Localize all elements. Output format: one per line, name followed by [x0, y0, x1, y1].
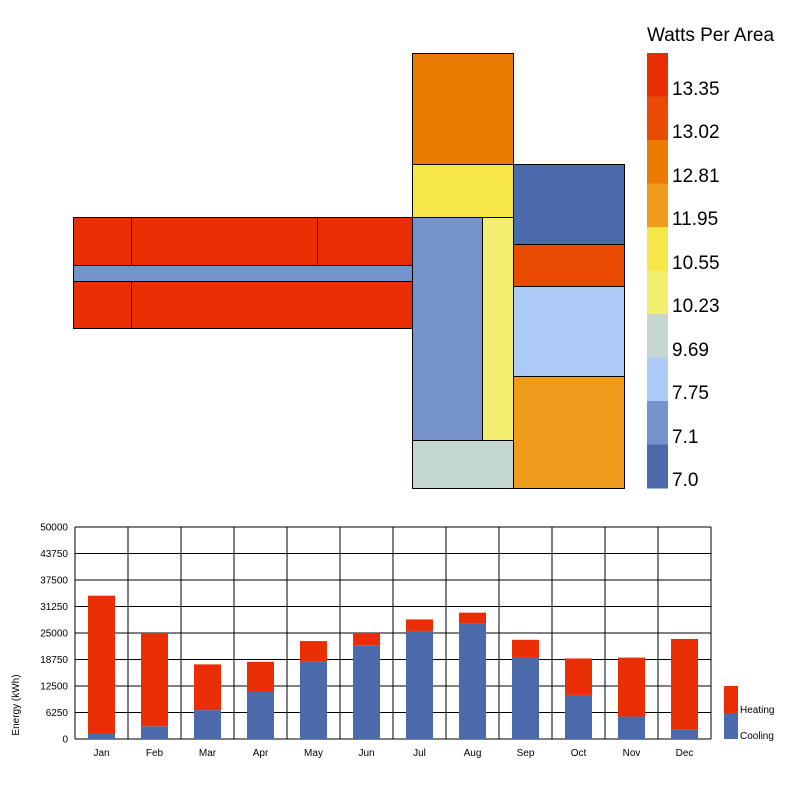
scale-swatch	[647, 183, 668, 228]
zone-top-center-room	[131, 217, 318, 266]
y-tick-label: 18750	[40, 655, 68, 666]
zone-south-lobby	[412, 440, 514, 489]
bar-cooling-jan	[88, 733, 115, 739]
bar-cooling-feb	[141, 726, 168, 739]
zone-east-north-room	[513, 164, 625, 245]
x-tick-label: Oct	[571, 748, 587, 759]
zone-central-strip	[482, 217, 514, 441]
y-tick-label: 31250	[40, 602, 68, 613]
scale-swatch	[647, 314, 668, 358]
y-tick-label: 0	[62, 735, 68, 746]
legend-label-heating: Heating	[740, 705, 774, 716]
y-tick-label: 12500	[40, 682, 68, 693]
y-tick-label: 43750	[40, 549, 68, 560]
bar-heating-may	[300, 641, 327, 662]
legend-swatch-cooling	[724, 713, 738, 739]
chart-grid	[74, 526, 712, 740]
y-tick-label: 50000	[40, 523, 68, 534]
zone-north-lobby	[412, 164, 514, 218]
bar-cooling-may	[300, 661, 327, 739]
zone-bottom-right-room	[131, 281, 413, 329]
zone-top-right-room	[317, 217, 413, 266]
bar-cooling-jun	[353, 645, 380, 739]
scale-swatch	[647, 96, 668, 141]
zone-east-middle-room	[513, 286, 625, 377]
scale-swatch	[647, 357, 668, 402]
chart-legend: Heating Cooling	[724, 686, 774, 742]
bar-heating-apr	[247, 661, 274, 692]
bar-heating-aug	[459, 612, 486, 624]
bar-cooling-sep	[512, 657, 539, 739]
bar-heating-feb	[141, 633, 168, 727]
bar-heating-jun	[353, 633, 380, 646]
y-axis-ticks: 0 6250 12500 18750 25000 31250 37500 43750 50000	[40, 523, 68, 746]
scale-swatch	[647, 401, 668, 445]
bar-cooling-apr	[247, 691, 274, 739]
x-tick-label: Sep	[517, 748, 535, 759]
bar-cooling-dec	[671, 729, 698, 739]
bar-heating-jul	[406, 619, 433, 631]
zone-east-strip-room	[513, 244, 625, 287]
legend-label-cooling: Cooling	[740, 731, 774, 742]
scale-swatch	[647, 270, 668, 315]
bar-cooling-aug	[459, 623, 486, 739]
x-tick-label: Aug	[464, 748, 482, 759]
scale-swatch	[647, 53, 668, 97]
x-axis-ticks: Jan Feb Mar Apr May Jun Jul Aug Sep Oct Nov Dec	[93, 748, 693, 759]
scale-swatch	[647, 444, 668, 489]
bar-heating-jan	[88, 595, 115, 734]
zone-corridor	[73, 265, 413, 282]
x-tick-label: Jul	[413, 748, 426, 759]
zone-north-room	[412, 53, 514, 165]
x-tick-label: Jun	[358, 748, 374, 759]
floor-plan-heatmap	[73, 53, 668, 489]
zone-bottom-left-room	[73, 281, 132, 329]
bar-heating-oct	[565, 658, 592, 695]
color-scale-bar	[647, 53, 668, 489]
bar-cooling-oct	[565, 694, 592, 739]
bar-cooling-jul	[406, 630, 433, 739]
x-tick-label: Jan	[93, 748, 109, 759]
x-tick-label: Mar	[199, 748, 217, 759]
x-tick-label: Nov	[623, 748, 641, 759]
y-axis-label: Energy (kWh)	[11, 674, 22, 735]
y-tick-label: 37500	[40, 576, 68, 587]
x-tick-label: Dec	[676, 748, 694, 759]
scale-swatch	[647, 140, 668, 184]
bar-heating-mar	[194, 664, 221, 711]
bar-heating-nov	[618, 657, 645, 717]
bar-heating-sep	[512, 639, 539, 658]
x-tick-label: Apr	[253, 748, 269, 759]
y-tick-label: 25000	[40, 629, 68, 640]
y-tick-label: 6250	[46, 708, 69, 719]
bar-heating-dec	[671, 638, 698, 730]
x-tick-label: Feb	[146, 748, 164, 759]
scale-swatch	[647, 227, 668, 271]
zone-east-south-room	[513, 376, 625, 489]
bar-cooling-mar	[194, 710, 221, 739]
chart-bars	[88, 595, 698, 739]
zone-central-hall	[412, 217, 483, 441]
legend-swatch-heating	[724, 686, 738, 713]
x-tick-label: May	[304, 748, 323, 759]
zone-top-left-room	[73, 217, 132, 266]
bar-cooling-nov	[618, 716, 645, 739]
